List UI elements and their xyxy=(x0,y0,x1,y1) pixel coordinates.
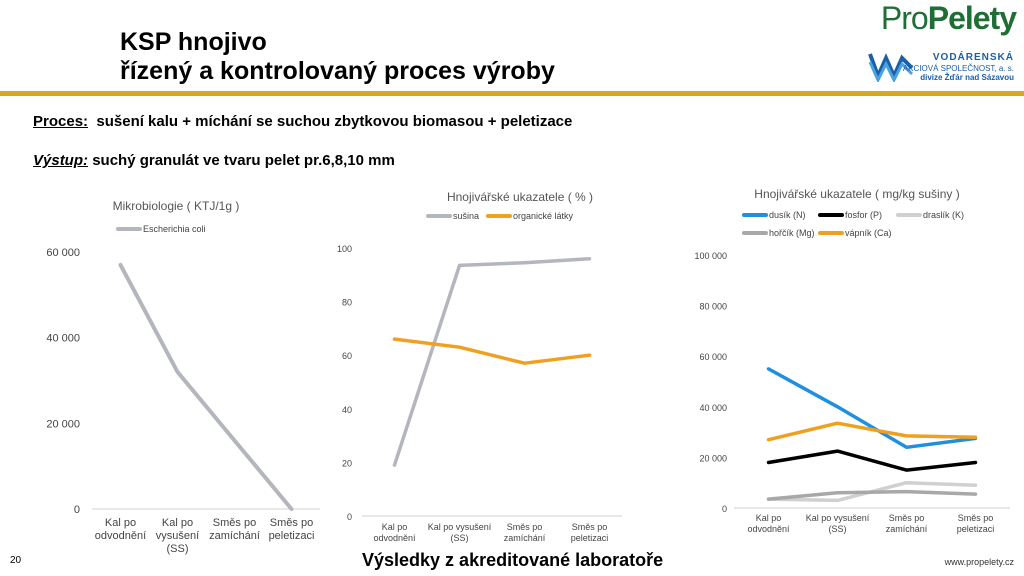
chart-3-series-line xyxy=(766,367,978,450)
chart-1-series-line xyxy=(118,262,294,511)
chart-1-y-tick-label: 20 000 xyxy=(46,418,80,430)
chart-3-legend-label: dusík (N) xyxy=(769,210,806,220)
chart-1-title: Mikrobiologie ( KTJ/1g ) xyxy=(113,199,240,213)
title-line-2: řízený a kontrolovaný proces výroby xyxy=(120,57,555,85)
chart-3-series-line xyxy=(766,489,978,501)
slide-number: 20 xyxy=(10,555,22,566)
chart-3-x-tick-label: Kal po odvodnění xyxy=(747,513,790,534)
lab-results-caption: Výsledky z akreditované laboratoře xyxy=(362,550,664,570)
title-line-1: KSP hnojivo xyxy=(120,28,267,56)
output-label: Výstup: xyxy=(33,152,89,169)
chart-3-y-tick-label: 100 000 xyxy=(694,251,727,261)
chart-3-y-tick-label: 60 000 xyxy=(699,352,727,362)
chart-1-x-tick-label: Kal po vysušení (SS) xyxy=(156,517,199,555)
chart-3-legend-label: hořčík (Mg) xyxy=(769,228,815,238)
chart-2-y-tick-label: 80 xyxy=(342,298,352,308)
header-divider xyxy=(0,91,1024,96)
chart-2-y-tick-label: 100 xyxy=(337,244,352,254)
chart-3-y-tick-label: 0 xyxy=(722,504,727,514)
chart-3-x-tick-label: Směs po peletizaci xyxy=(957,513,995,534)
chart-1-y-tick-label: 0 xyxy=(74,504,80,516)
chart-3-series-line xyxy=(766,449,978,472)
chart-2-x-tick-label: Kal po vysušení (SS) xyxy=(428,522,492,543)
logo-pro: Pro xyxy=(880,0,929,36)
chart-2-series-line xyxy=(392,256,592,467)
chart-1-y-tick-label: 60 000 xyxy=(46,247,80,259)
chart-1-x-tick-label: Kal po odvodnění xyxy=(95,517,146,542)
chart-2-legend-label: sušina xyxy=(453,211,479,221)
process-line: Proces: sušení kalu + míchání se suchou … xyxy=(33,113,572,130)
logo-pelety: Pelety xyxy=(927,0,1017,36)
chart-2-y-tick-label: 60 xyxy=(342,351,352,361)
chart-2-y-tick-label: 40 xyxy=(342,405,352,415)
chart-2-title: Hnojivářské ukazatele ( % ) xyxy=(447,190,593,204)
wave-logo-icon xyxy=(868,53,914,82)
chart-1-legend-label: Escherichia coli xyxy=(143,224,206,234)
chart-3-legend-label: draslík (K) xyxy=(923,210,964,220)
chart-3-legend-label: vápník (Ca) xyxy=(845,228,892,238)
chart-3-y-tick-label: 40 000 xyxy=(699,403,727,413)
output-line: Výstup: suchý granulát ve tvaru pelet pr… xyxy=(33,152,395,169)
chart-2-y-tick-label: 0 xyxy=(347,512,352,522)
chart-3-title: Hnojivářské ukazatele ( mg/kg sušiny ) xyxy=(754,187,959,201)
chart-3-y-tick-label: 80 000 xyxy=(699,302,727,312)
process-label: Proces: xyxy=(33,113,89,130)
logo-company-name: VODÁRENSKÁ xyxy=(932,52,1014,63)
chart-2-legend-label: organické látky xyxy=(513,211,574,221)
slide-title: KSP hnojivo řízený a kontrolovaný proces… xyxy=(120,28,555,86)
chart-2-series-line xyxy=(392,337,592,365)
chart-2-y-tick-label: 20 xyxy=(342,458,352,468)
footer-url[interactable]: www.propelety.cz xyxy=(944,557,1014,567)
chart-3-series-line xyxy=(766,421,978,442)
logo-company-type: AKCIOVÁ SPOLEČNOST, a. s. xyxy=(902,64,1014,73)
chart-1-y-tick-label: 40 000 xyxy=(46,333,80,345)
chart-3-legend-label: fosfor (P) xyxy=(845,210,882,220)
logo-propelety: ProPelety xyxy=(880,0,1017,37)
chart-1-x-tick-label: Směs po zamíchání xyxy=(209,517,260,542)
chart-2-x-tick-label: Směs po zamíchání xyxy=(504,522,546,543)
chart-2-x-tick-label: Směs po peletizaci xyxy=(571,522,609,543)
chart-1-x-tick-label: Směs po peletizaci xyxy=(269,517,315,542)
process-text: sušení kalu + míchání se suchou zbytkovo… xyxy=(96,113,573,130)
chart-3-y-tick-label: 20 000 xyxy=(699,453,727,463)
output-text: suchý granulát ve tvaru pelet pr.6,8,10 … xyxy=(92,152,395,169)
chart-2-x-tick-label: Kal po odvodnění xyxy=(373,522,416,543)
logo-division: divize Žďár nad Sázavou xyxy=(920,73,1014,82)
chart-3-x-tick-label: Směs po zamíchání xyxy=(886,513,928,534)
chart-3-x-tick-label: Kal po vysušení (SS) xyxy=(806,513,870,534)
